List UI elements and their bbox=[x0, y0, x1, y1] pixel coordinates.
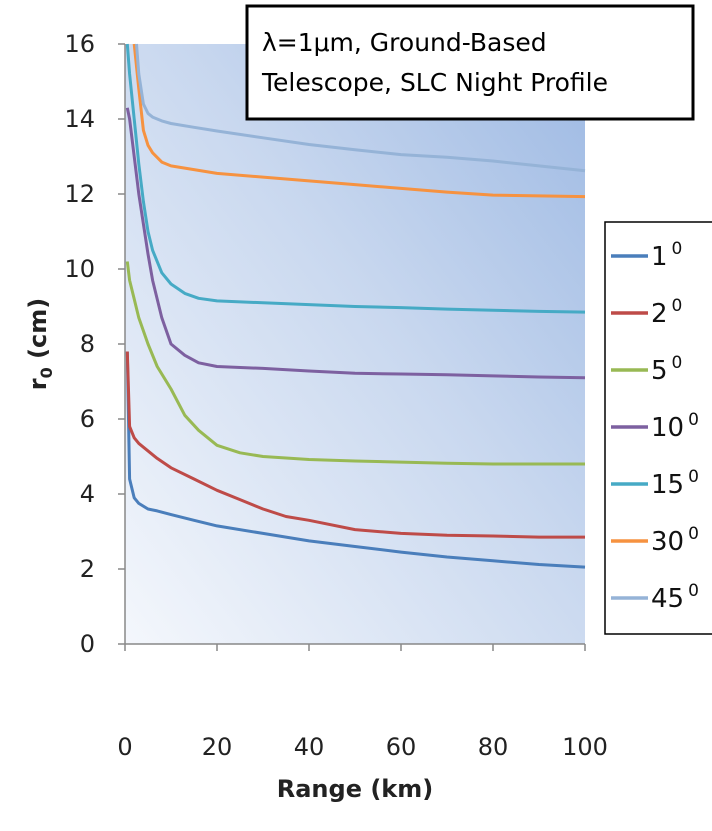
x-ticks: 0 20 40 60 80 100 bbox=[117, 644, 608, 761]
y-tick-label: 12 bbox=[64, 180, 95, 208]
series-line-1 bbox=[125, 351, 586, 569]
x-tick-label: 20 bbox=[202, 733, 233, 761]
series-line-30 bbox=[132, 43, 586, 199]
legend-label-degree: 0 bbox=[672, 296, 683, 316]
series-line-5 bbox=[125, 261, 585, 466]
legend: 1 02 05 010 015 030 045 0 bbox=[604, 221, 712, 635]
series-line-45 bbox=[135, 43, 586, 173]
series-line-15 bbox=[125, 43, 586, 314]
x-tick-label: 60 bbox=[386, 733, 417, 761]
y-tick-label: 6 bbox=[80, 405, 95, 433]
series-line-2 bbox=[125, 351, 585, 539]
x-tick-label: 80 bbox=[478, 733, 509, 761]
title-box-frame bbox=[245, 4, 695, 121]
y-tick-label: 2 bbox=[80, 555, 95, 583]
y-tick-label: 10 bbox=[64, 255, 95, 283]
legend-label-degree: 0 bbox=[672, 239, 683, 259]
chart-title-box: λ=1μm, Ground-Based Telescope, SLC Night… bbox=[245, 4, 695, 121]
legend-label-degree: 0 bbox=[688, 524, 699, 544]
y-tick-label: 0 bbox=[80, 630, 95, 658]
series-line-10 bbox=[125, 107, 586, 380]
y-axis-title-sub: 0 bbox=[37, 367, 56, 378]
x-tick-label: 40 bbox=[294, 733, 325, 761]
legend-label-degree: 0 bbox=[688, 467, 699, 487]
x-tick-label: 0 bbox=[117, 733, 132, 761]
x-tick-label: 100 bbox=[562, 733, 608, 761]
y-tick-label: 16 bbox=[64, 30, 95, 58]
y-axis-title: r0 (cm) bbox=[24, 298, 56, 391]
title-line-2: Telescope, SLC Night Profile bbox=[261, 68, 608, 97]
y-tick-label: 14 bbox=[64, 105, 95, 133]
title-line-1: λ=1μm, Ground-Based bbox=[262, 28, 547, 57]
y-axis-title-main: r bbox=[24, 378, 52, 390]
plot-area bbox=[125, 44, 585, 644]
y-tick-label: 8 bbox=[80, 330, 95, 358]
legend-label-degree: 0 bbox=[688, 581, 699, 601]
series-layer bbox=[125, 43, 586, 569]
x-axis-title: Range (km) bbox=[277, 775, 433, 803]
legend-label-degree: 0 bbox=[672, 353, 683, 373]
legend-label-degree: 0 bbox=[688, 410, 699, 430]
y-axis-title-unit: (cm) bbox=[24, 298, 52, 368]
y-tick-label: 4 bbox=[80, 480, 95, 508]
y-ticks: 0 2 4 6 8 10 12 14 16 bbox=[64, 30, 125, 658]
